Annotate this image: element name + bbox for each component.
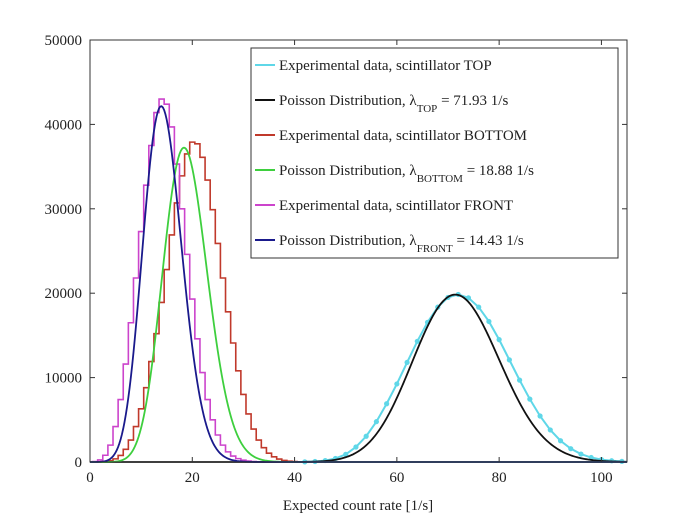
legend-label-tail: = 18.88 1/s	[463, 163, 534, 179]
legend-label: Poisson Distribution, λFRONT = 14.43 1/s	[279, 233, 524, 255]
legend-label-main: Poisson Distribution, λ	[279, 93, 417, 109]
x-tick-label: 20	[185, 470, 200, 486]
y-tick-label: 20000	[45, 286, 83, 302]
x-tick-label: 100	[590, 470, 613, 486]
legend-label-main: Poisson Distribution, λ	[279, 163, 417, 179]
legend-label: Experimental data, scintillator TOP	[279, 58, 492, 74]
legend: Experimental data, scintillator TOP Poiss…	[250, 47, 619, 259]
legend-label-subscript: TOP	[417, 103, 438, 115]
series-bottom-histogram	[101, 141, 298, 463]
y-tick-label: 10000	[45, 371, 83, 387]
data-point-top	[404, 359, 410, 366]
legend-label-subscript: BOTTOM	[417, 173, 463, 185]
x-tick-label: 80	[492, 470, 507, 486]
data-point-top	[557, 438, 564, 444]
data-point-top	[414, 338, 420, 344]
legend-label: Poisson Distribution, λTOP = 71.93 1/s	[279, 93, 508, 115]
y-tick-label: 50000	[45, 33, 83, 49]
ticks-layer: 0 20 40 60 80 100 0 10000 20000 30000 40000 50000	[45, 33, 627, 486]
series-front-histogram	[91, 98, 268, 463]
data-point-top	[353, 444, 359, 450]
x-tick-label: 40	[287, 470, 302, 486]
data-point-top	[537, 413, 543, 419]
legend-label: Experimental data, scintillator BOTTOM	[279, 128, 527, 144]
y-tick-label: 0	[75, 455, 83, 471]
data-point-top	[384, 401, 390, 407]
data-point-top	[527, 396, 533, 402]
legend-label: Poisson Distribution, λBOTTOM = 18.88 1/…	[279, 163, 534, 185]
data-point-top	[506, 357, 512, 363]
y-tick-label: 30000	[45, 202, 83, 218]
data-point-top	[578, 451, 584, 457]
x-tick-label: 0	[86, 470, 94, 486]
data-point-top	[465, 295, 472, 301]
legend-items: Experimental data, scintillator TOP Poiss…	[255, 58, 534, 255]
legend-box	[250, 47, 619, 259]
legend-label-tail: = 71.93 1/s	[437, 93, 508, 109]
x-tick-label: 60	[389, 470, 404, 486]
legend-label-main: Poisson Distribution, λ	[279, 233, 417, 249]
data-point-top	[486, 318, 492, 325]
data-point-top	[476, 304, 482, 310]
data-point-top	[568, 446, 574, 452]
data-point-top	[363, 433, 369, 439]
data-point-top	[517, 377, 523, 383]
data-point-top	[394, 381, 400, 387]
data-point-top	[343, 451, 349, 458]
legend-label-tail: = 14.43 1/s	[453, 233, 524, 249]
data-point-top	[588, 454, 594, 461]
y-tick-label: 40000	[45, 117, 83, 133]
legend-label: Experimental data, scintillator FRONT	[279, 198, 513, 214]
data-point-top	[373, 419, 379, 425]
legend-label-subscript: FRONT	[417, 243, 453, 255]
data-point-top	[547, 427, 553, 433]
x-axis-title: Expected count rate [1/s]	[283, 498, 433, 514]
data-point-top	[496, 337, 502, 343]
plot-frame	[89, 39, 628, 463]
